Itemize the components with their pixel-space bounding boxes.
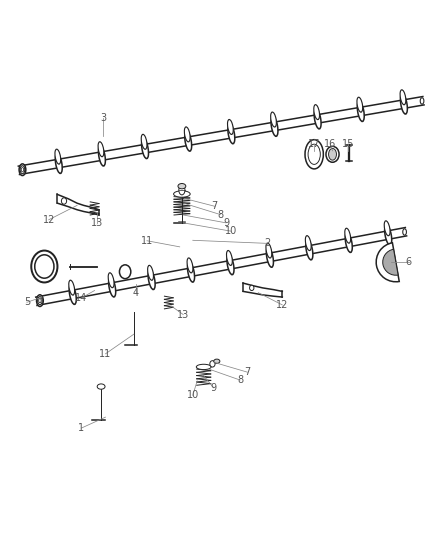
Ellipse shape: [69, 280, 74, 295]
Ellipse shape: [306, 240, 313, 260]
Text: 1: 1: [78, 423, 85, 433]
Ellipse shape: [36, 295, 43, 306]
Ellipse shape: [308, 144, 320, 164]
Ellipse shape: [403, 229, 406, 235]
Ellipse shape: [98, 142, 104, 157]
Text: 7: 7: [212, 201, 218, 211]
Text: 2: 2: [264, 238, 270, 248]
Ellipse shape: [21, 167, 24, 172]
Text: 11: 11: [141, 236, 153, 246]
Ellipse shape: [31, 251, 57, 282]
Ellipse shape: [120, 265, 131, 279]
Text: 15: 15: [342, 139, 354, 149]
Wedge shape: [383, 249, 398, 275]
Ellipse shape: [400, 90, 406, 105]
Ellipse shape: [178, 183, 186, 189]
Ellipse shape: [326, 147, 339, 162]
Ellipse shape: [385, 225, 392, 245]
Ellipse shape: [61, 198, 67, 204]
Ellipse shape: [357, 102, 364, 122]
Text: 4: 4: [133, 288, 139, 298]
Ellipse shape: [185, 131, 192, 151]
Text: 17: 17: [307, 139, 320, 149]
Ellipse shape: [141, 134, 147, 149]
Ellipse shape: [227, 255, 234, 274]
Ellipse shape: [108, 273, 114, 288]
Ellipse shape: [187, 262, 194, 282]
Text: 3: 3: [100, 113, 106, 123]
Ellipse shape: [400, 94, 407, 114]
Text: 12: 12: [276, 300, 289, 310]
Text: 10: 10: [225, 226, 237, 236]
Text: 7: 7: [244, 367, 251, 377]
Text: 9: 9: [223, 218, 229, 228]
Text: 11: 11: [99, 349, 112, 359]
Ellipse shape: [226, 251, 232, 265]
Ellipse shape: [314, 109, 321, 129]
Ellipse shape: [305, 236, 311, 251]
Text: 8: 8: [237, 375, 243, 385]
Ellipse shape: [109, 277, 116, 297]
Ellipse shape: [266, 243, 272, 258]
Ellipse shape: [384, 221, 390, 236]
Text: 5: 5: [24, 297, 30, 308]
Text: 12: 12: [42, 215, 55, 225]
Ellipse shape: [314, 104, 320, 119]
Ellipse shape: [420, 98, 424, 104]
Text: 14: 14: [75, 293, 88, 303]
Text: 10: 10: [187, 390, 199, 400]
Ellipse shape: [148, 270, 155, 289]
Text: 16: 16: [324, 139, 336, 149]
Ellipse shape: [214, 359, 220, 364]
Ellipse shape: [266, 247, 273, 267]
Ellipse shape: [187, 258, 193, 273]
Ellipse shape: [35, 255, 54, 278]
Ellipse shape: [184, 127, 190, 142]
Ellipse shape: [345, 232, 352, 253]
Ellipse shape: [99, 146, 106, 166]
Ellipse shape: [19, 164, 26, 175]
Ellipse shape: [148, 265, 153, 280]
Text: 13: 13: [177, 310, 189, 319]
Ellipse shape: [196, 364, 211, 369]
Ellipse shape: [210, 361, 215, 367]
Ellipse shape: [55, 149, 61, 164]
Ellipse shape: [250, 285, 254, 290]
Text: 6: 6: [406, 257, 412, 267]
Text: 8: 8: [217, 209, 223, 220]
Ellipse shape: [357, 97, 363, 112]
Wedge shape: [376, 243, 399, 282]
Text: 9: 9: [211, 383, 217, 393]
Ellipse shape: [227, 119, 233, 134]
Ellipse shape: [328, 149, 336, 160]
Text: 13: 13: [91, 218, 103, 228]
Ellipse shape: [345, 228, 350, 243]
Ellipse shape: [228, 124, 235, 144]
Ellipse shape: [173, 191, 190, 197]
Ellipse shape: [97, 384, 105, 389]
Ellipse shape: [305, 140, 323, 169]
Ellipse shape: [141, 139, 148, 159]
Ellipse shape: [38, 297, 42, 304]
Ellipse shape: [271, 112, 276, 127]
Ellipse shape: [179, 185, 185, 195]
Ellipse shape: [55, 154, 62, 173]
Ellipse shape: [271, 116, 278, 136]
Ellipse shape: [39, 298, 41, 303]
Ellipse shape: [69, 285, 76, 304]
Ellipse shape: [20, 166, 25, 174]
